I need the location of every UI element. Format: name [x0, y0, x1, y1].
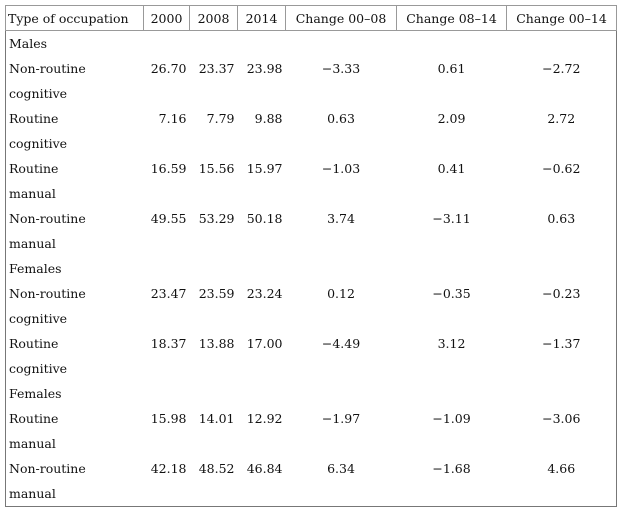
- header-cell: Change 08–14: [396, 5, 507, 31]
- value-cell: 7.79: [206, 111, 235, 126]
- value-cell: 4.66: [547, 461, 576, 476]
- data-table: Type of occupation 2000 2008 2014 Change 00–…: [5, 5, 617, 507]
- value-cell: 15.56: [198, 161, 235, 176]
- row-label: Routine manual: [5, 406, 144, 456]
- value-cell: −4.49: [321, 336, 361, 351]
- row-label: Non-routine cognitive: [5, 56, 144, 106]
- header-cell: 2000: [143, 5, 190, 31]
- data-row: Routine manual 15.98 14.01 12.92 −1.97 −1.09 −…: [5, 406, 617, 456]
- header-cell: Change 00–14: [506, 5, 617, 31]
- row-label: Non-routine cognitive: [5, 281, 144, 331]
- section-label: Females: [5, 256, 617, 281]
- value-cell: −3.11: [432, 211, 471, 226]
- value-cell: 23.59: [198, 286, 235, 301]
- table-body: Males Non-routine cognitive 26.70 23.37 23.9…: [5, 30, 617, 507]
- value-cell: −0.62: [542, 161, 581, 176]
- data-row: Non-routine manual 42.18 48.52 46.84 6.34 −1.…: [5, 456, 617, 507]
- value-cell: −1.68: [432, 461, 471, 476]
- data-row: Non-routine cognitive 23.47 23.59 23.24 0.12…: [5, 281, 617, 331]
- value-cell: 49.55: [150, 211, 187, 226]
- section-label: Males: [5, 30, 617, 56]
- value-cell: −1.97: [321, 411, 361, 426]
- row-label: Routine cognitive: [5, 106, 144, 156]
- data-row: Routine cognitive 18.37 13.88 17.00 −4.49 3.1…: [5, 331, 617, 381]
- value-cell: 3.74: [327, 211, 355, 226]
- value-cell: −0.35: [432, 286, 471, 301]
- section-label: Females: [5, 381, 617, 406]
- value-cell: 23.37: [198, 61, 235, 76]
- value-cell: 3.12: [437, 336, 466, 351]
- row-label: Non-routine manual: [5, 206, 144, 256]
- value-cell: 48.52: [198, 461, 235, 476]
- data-row: Routine manual 16.59 15.56 15.97 −1.03 0.41 −0…: [5, 156, 617, 206]
- value-cell: 16.59: [150, 161, 187, 176]
- value-cell: −3.06: [542, 411, 581, 426]
- value-cell: −1.37: [542, 336, 581, 351]
- value-cell: −0.23: [542, 286, 581, 301]
- value-cell: 2.72: [547, 111, 576, 126]
- value-cell: 46.84: [246, 461, 283, 476]
- section-row: Males: [5, 30, 617, 56]
- header-cell: 2014: [237, 5, 286, 31]
- data-row: Non-routine cognitive 26.70 23.37 23.98 −3.3…: [5, 56, 617, 106]
- value-cell: 0.63: [327, 111, 355, 126]
- value-cell: 23.24: [246, 286, 283, 301]
- header-cell: 2008: [189, 5, 238, 31]
- value-cell: 13.88: [198, 336, 235, 351]
- value-cell: −1.03: [321, 161, 361, 176]
- value-cell: 18.37: [150, 336, 187, 351]
- value-cell: 17.00: [246, 336, 283, 351]
- header-cell: Change 00–08: [285, 5, 397, 31]
- value-cell: 53.29: [198, 211, 235, 226]
- value-cell: 14.01: [198, 411, 235, 426]
- row-label: Non-routine manual: [5, 456, 144, 507]
- value-cell: 12.92: [246, 411, 283, 426]
- value-cell: 6.34: [327, 461, 355, 476]
- section-row: Females: [5, 381, 617, 406]
- value-cell: 15.97: [246, 161, 283, 176]
- value-cell: 0.61: [437, 61, 466, 76]
- value-cell: 26.70: [150, 61, 187, 76]
- data-row: Routine cognitive 7.16 7.79 9.88 0.63 2.09 2.7…: [5, 106, 617, 156]
- value-cell: 50.18: [246, 211, 283, 226]
- value-cell: 0.63: [547, 211, 576, 226]
- section-row: Females: [5, 256, 617, 281]
- row-label: Routine cognitive: [5, 331, 144, 381]
- value-cell: 23.98: [246, 61, 283, 76]
- header-cell: Type of occupation: [5, 5, 144, 31]
- value-cell: 2.09: [437, 111, 466, 126]
- value-cell: −2.72: [542, 61, 581, 76]
- data-row: Non-routine manual 49.55 53.29 50.18 3.74 −3.…: [5, 206, 617, 256]
- row-label: Routine manual: [5, 156, 144, 206]
- value-cell: 9.88: [254, 111, 283, 126]
- value-cell: 15.98: [150, 411, 187, 426]
- value-cell: −3.33: [321, 61, 361, 76]
- value-cell: 0.41: [437, 161, 466, 176]
- value-cell: 42.18: [150, 461, 187, 476]
- value-cell: 7.16: [158, 111, 187, 126]
- header-row: Type of occupation 2000 2008 2014 Change 00–…: [5, 5, 617, 31]
- value-cell: 23.47: [150, 286, 187, 301]
- value-cell: −1.09: [432, 411, 471, 426]
- value-cell: 0.12: [327, 286, 355, 301]
